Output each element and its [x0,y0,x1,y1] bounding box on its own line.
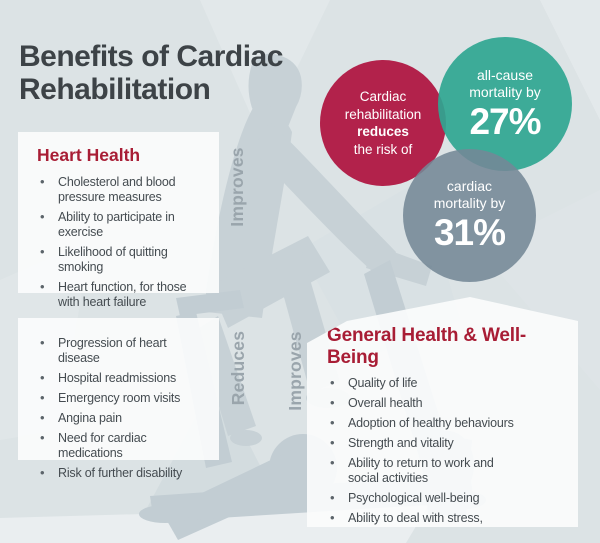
list-item: Ability to return to work and social act… [327,455,570,486]
list-item: Progression of heart disease [37,335,211,366]
list-item: Angina pain [37,410,211,426]
reduces-label: Reduces [228,330,248,406]
reduces-list: Progression of heart disease Hospital re… [37,335,211,481]
list-item: Emergency room visits [37,390,211,406]
list-item: Ability to deal with stress, anxiety and… [327,510,570,527]
list-item: Likelihood of quitting smoking [37,244,211,275]
list-item: Need for cardiac medications [37,430,211,461]
list-item: Strength and vitality [327,435,570,451]
improves-label-bottom: Improves [285,331,305,411]
list-item: Quality of life [327,375,570,391]
all-cause-mortality-circle: all-cause mortality by 27% [438,37,572,171]
general-health-title: General Health & Well-Being [327,325,527,368]
circle-text-line: Cardiac [359,89,407,104]
stat-label: all-cause mortality by [469,66,541,100]
list-item: Psychological well-being [327,490,570,506]
improves-label-top: Improves [227,147,247,227]
list-item: Overall health [327,395,570,411]
heart-health-title: Heart Health [37,145,141,165]
page-title: Benefits of Cardiac Rehabilitation [19,40,283,107]
circle-text-line: the risk of [353,141,413,157]
circle-text-line: rehabilitation [344,106,422,122]
heart-health-list: Cholesterol and blood pressure measures … [37,174,211,310]
stat-value: 27% [469,100,541,142]
stat-value: 31% [433,212,506,253]
reduces-panel: Progression of heart disease Hospital re… [18,318,219,480]
general-health-list: Quality of life Overall health Adoption … [327,375,570,527]
list-item: Risk of further disability [37,465,211,481]
cardiac-mortality-circle: cardiac mortality by 31% [403,149,536,282]
list-item: Hospital readmissions [37,370,211,386]
list-item: Adoption of healthy behaviours [327,415,570,431]
general-health-panel: General Health & Well-Being Quality of l… [307,297,578,527]
list-item: Heart function, for those with heart fai… [37,279,211,310]
list-item: Ability to participate in exercise [37,209,211,240]
heart-health-panel: Heart Health Cholesterol and blood press… [18,132,219,309]
stat-label: cardiac mortality by [433,178,506,211]
list-item: Cholesterol and blood pressure measures [37,174,211,205]
circle-text-line: reduces [357,124,409,139]
